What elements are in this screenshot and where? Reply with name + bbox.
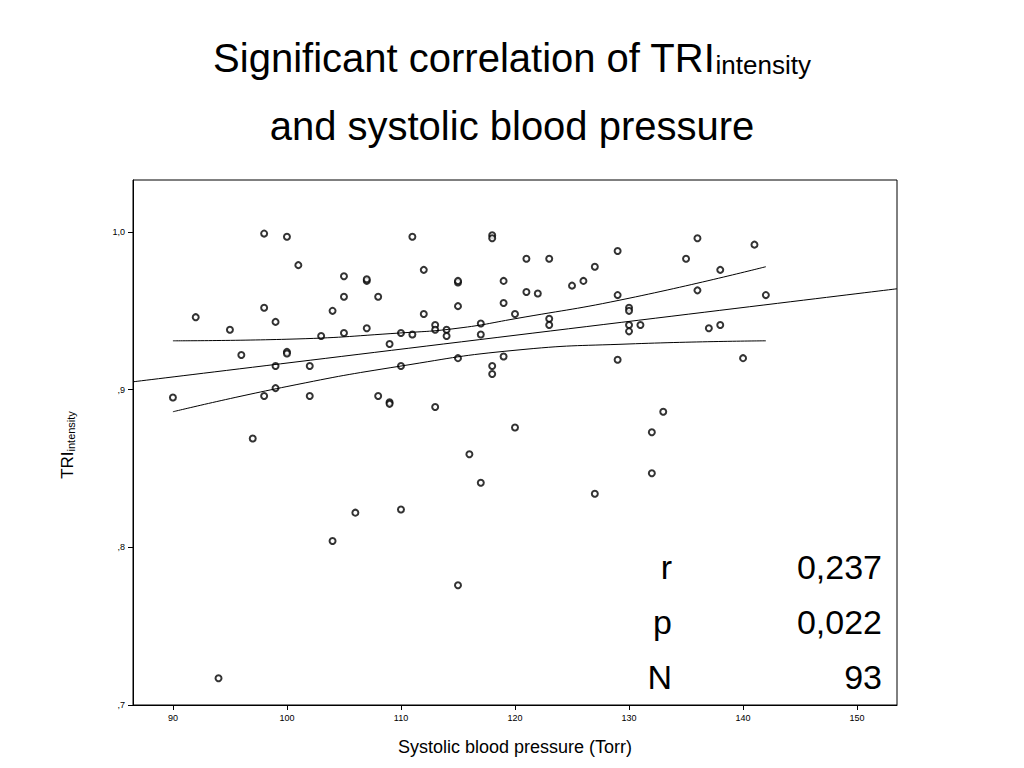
svg-text:130: 130 — [622, 713, 637, 723]
svg-text:N: N — [647, 658, 672, 696]
svg-text:90: 90 — [168, 713, 178, 723]
svg-text:Systolic blood pressure (Torr): Systolic blood pressure (Torr) — [398, 737, 632, 757]
svg-text:p: p — [653, 603, 672, 641]
svg-text:150: 150 — [850, 713, 865, 723]
svg-text:0,022: 0,022 — [797, 603, 882, 641]
svg-text:intensity: intensity — [65, 411, 77, 452]
svg-text:100: 100 — [279, 713, 294, 723]
svg-text:120: 120 — [507, 713, 522, 723]
svg-text:,7: ,7 — [117, 700, 125, 710]
svg-text:,8: ,8 — [117, 542, 125, 552]
svg-text:intensity: intensity — [716, 50, 811, 80]
svg-text:93: 93 — [844, 658, 882, 696]
svg-text:,9: ,9 — [117, 385, 125, 395]
svg-text:and systolic blood pressure: and systolic blood pressure — [270, 104, 755, 148]
svg-text:110: 110 — [394, 713, 408, 723]
svg-text:140: 140 — [736, 713, 751, 723]
svg-text:r: r — [661, 548, 672, 586]
svg-text:0,237: 0,237 — [797, 548, 882, 586]
svg-text:1,0: 1,0 — [112, 227, 125, 237]
svg-text:Significant correlation of TRI: Significant correlation of TRI — [213, 36, 715, 80]
svg-text:TRI: TRI — [58, 451, 77, 478]
